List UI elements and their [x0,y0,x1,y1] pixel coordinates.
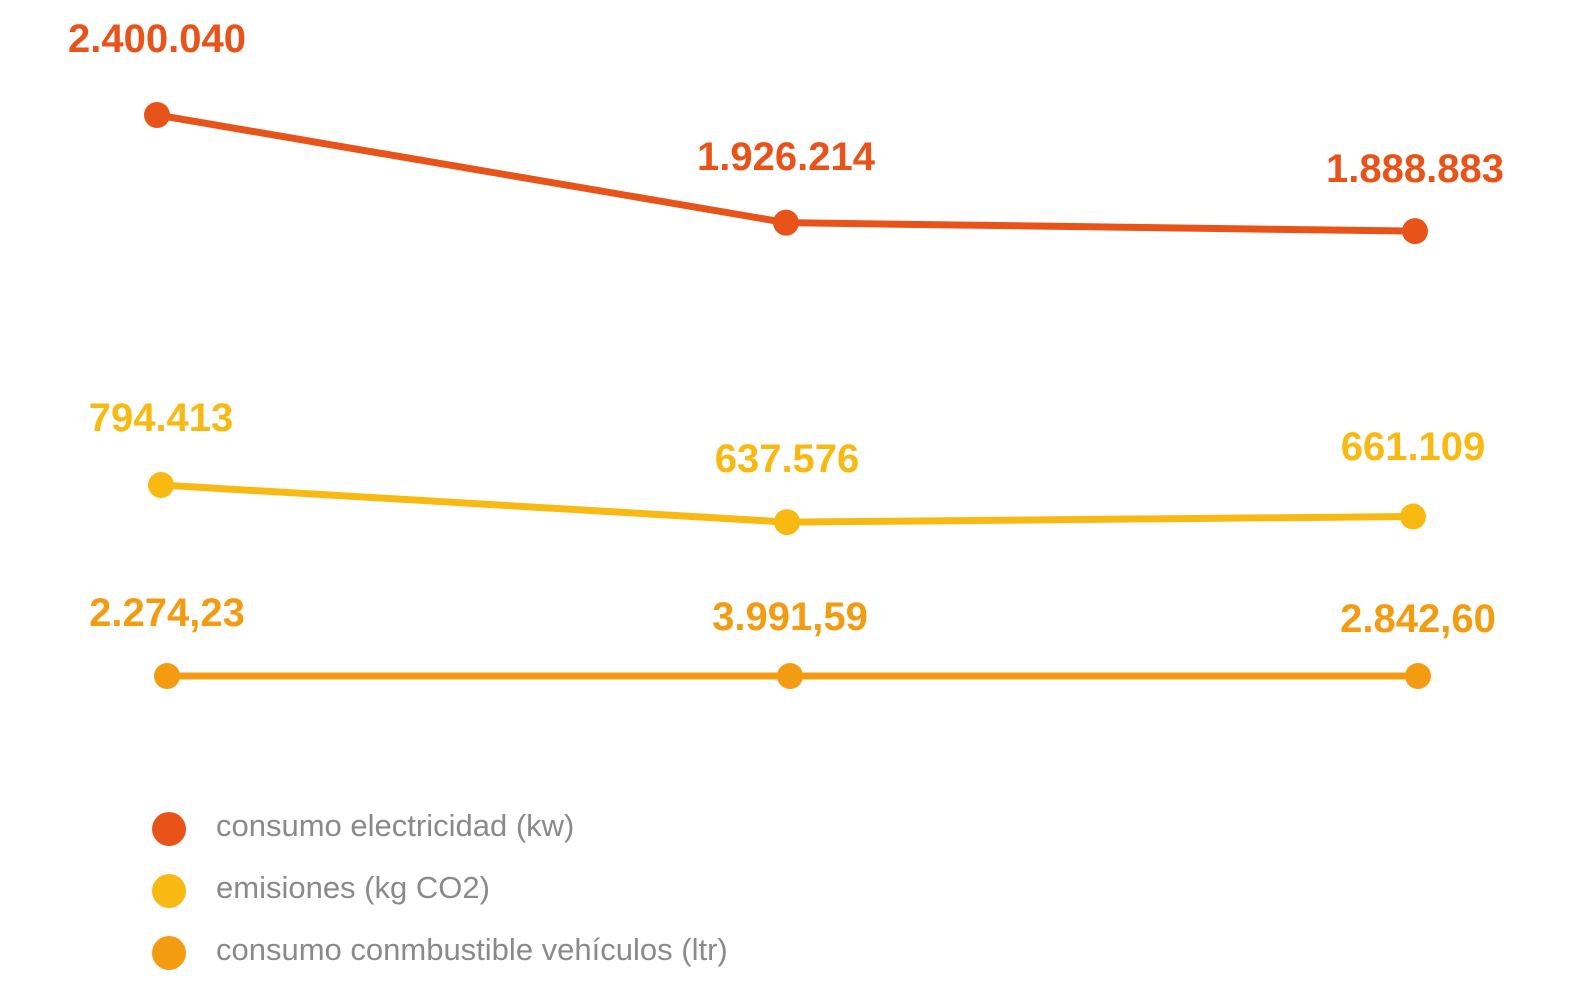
data-label-electricidad-2: 1.926.214 [697,135,876,179]
data-label-emisiones-3: 661.109 [1341,425,1486,469]
legend-label-electricidad: consumo electricidad (kw) [216,808,575,843]
line-chart: 2.400.040 1.926.214 1.888.883 794.413 637.57… [68,17,1504,689]
legend-marker-electricidad [152,812,186,846]
data-point-electricidad-2 [773,209,799,236]
legend-marker-emisiones [152,874,186,908]
data-label-emisiones-2: 637.576 [715,437,860,481]
series-electricidad: 2.400.040 1.926.214 1.888.883 [68,17,1504,245]
data-point-emisiones-3 [1400,503,1426,530]
data-point-combustible-3 [1405,663,1431,689]
data-label-electricidad-1: 2.400.040 [68,17,246,61]
data-label-combustible-2: 3.991,59 [712,595,868,639]
legend-label-combustible: consumo conmbustible vehículos (ltr) [216,932,728,967]
series-combustible: 2.274,23 3.991,59 2.842,60 [89,591,1496,689]
data-label-emisiones-1: 794.413 [89,396,234,440]
data-point-combustible-2 [777,663,803,689]
data-label-combustible-1: 2.274,23 [89,591,245,635]
data-label-electricidad-3: 1.888.883 [1326,147,1504,191]
data-point-electricidad-1 [144,102,170,128]
data-point-electricidad-3 [1402,218,1428,245]
data-label-combustible-3: 2.842,60 [1340,597,1496,641]
legend-label-emisiones: emisiones (kg CO2) [216,870,490,905]
series-emisiones: 794.413 637.576 661.109 [89,396,1486,536]
legend-marker-combustible [152,936,186,970]
data-point-emisiones-1 [148,472,174,498]
data-point-emisiones-2 [774,509,800,536]
data-point-combustible-1 [154,663,180,689]
